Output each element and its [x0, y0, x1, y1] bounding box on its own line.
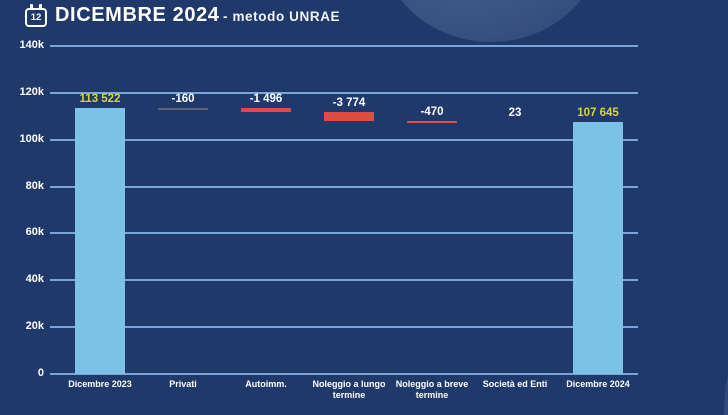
y-axis-label: 40k — [25, 273, 44, 286]
waterfall-bar — [158, 108, 208, 111]
chart-title: DICEMBRE 2024 — [55, 4, 220, 26]
gridline — [50, 232, 638, 235]
gridline — [50, 326, 638, 329]
gridline — [50, 45, 638, 47]
y-axis-label: 60k — [25, 226, 44, 239]
category-label: Noleggio a lungo termine — [312, 379, 386, 401]
y-axis-label: 100k — [19, 132, 44, 145]
chart-subtitle: - metodo UNRAE — [223, 9, 341, 24]
category-label: Autoimm. — [245, 379, 287, 389]
category-label: Dicembre 2023 — [68, 379, 132, 389]
chart-header: 12 DICEMBRE 2024 - metodo UNRAE — [0, 0, 728, 34]
calendar-icon-day: 12 — [30, 12, 42, 23]
category-label: Dicembre 2024 — [566, 379, 630, 389]
waterfall-bar — [324, 111, 374, 121]
gridline — [50, 373, 638, 375]
waterfall-bar — [573, 121, 623, 374]
gridline — [50, 138, 638, 141]
y-axis-label: 120k — [19, 85, 44, 98]
bar-value-label: -3 774 — [332, 96, 366, 109]
waterfall-bar — [75, 108, 125, 374]
waterfall-bar — [407, 120, 457, 123]
y-axis-label: 0 — [37, 367, 44, 379]
bar-value-label: 107 645 — [577, 106, 619, 119]
calendar-icon: 12 — [25, 4, 47, 27]
category-label: Privati — [169, 379, 197, 389]
bar-value-label: 23 — [508, 106, 522, 119]
y-axis-label: 20k — [25, 320, 44, 333]
gridline — [50, 91, 638, 94]
gridline — [50, 185, 638, 188]
y-axis-label: 140k — [19, 39, 44, 51]
bar-value-label: -470 — [420, 105, 444, 118]
bar-value-label: 113 522 — [79, 93, 121, 106]
bar-value-label: -160 — [171, 93, 195, 106]
category-label: Società ed Enti — [482, 379, 548, 389]
waterfall-bar — [241, 108, 291, 112]
gridline — [50, 279, 638, 282]
bar-value-label: -1 496 — [249, 93, 283, 106]
y-axis-label: 80k — [25, 179, 44, 192]
category-label: Noleggio a breve termine — [395, 379, 469, 401]
